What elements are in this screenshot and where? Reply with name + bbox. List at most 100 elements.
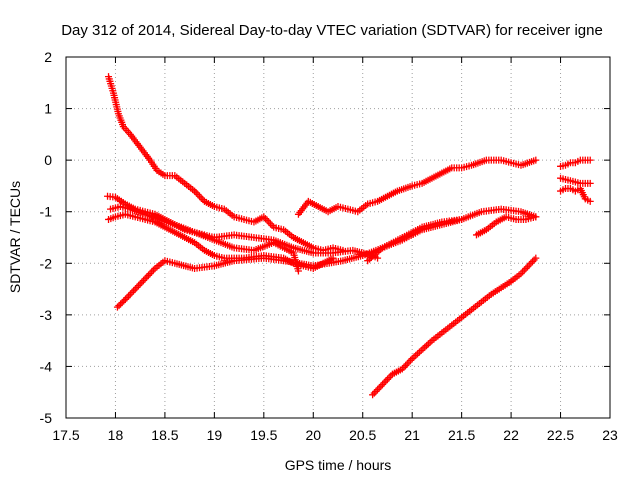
data-point	[126, 290, 134, 298]
y-tick-label: -3	[40, 307, 53, 323]
data-point	[130, 287, 138, 295]
data-point	[139, 276, 147, 284]
y-axis-label: SDTVAR / TECUs	[7, 181, 23, 293]
data-point	[527, 259, 535, 267]
series-track-9	[369, 254, 540, 399]
x-tick-label: 20	[305, 427, 321, 443]
x-tick-label: 18.5	[151, 427, 178, 443]
y-tick-label: -2	[40, 255, 53, 271]
data-point	[143, 273, 151, 281]
data-point	[261, 215, 269, 223]
data-point	[125, 292, 133, 300]
data-point	[524, 263, 532, 271]
series-track-12	[557, 185, 594, 205]
data-point	[266, 220, 274, 228]
data-point	[522, 264, 530, 272]
data-point	[532, 254, 540, 262]
x-tick-label: 23	[602, 427, 618, 443]
data-point	[426, 338, 434, 346]
data-point	[117, 300, 125, 308]
data-point	[197, 194, 205, 202]
data-point	[408, 355, 416, 363]
series-track-2	[104, 192, 382, 262]
data-point	[403, 360, 411, 368]
data-point	[196, 192, 204, 200]
x-tick-label: 19.5	[250, 427, 277, 443]
data-point	[113, 303, 121, 311]
grid-layer	[66, 57, 610, 418]
data-point	[369, 391, 377, 399]
chart-title: Day 312 of 2014, Sidereal Day-to-day VTE…	[61, 22, 603, 39]
data-point	[458, 215, 466, 223]
data-point	[405, 358, 413, 366]
data-point	[383, 375, 391, 383]
series-track-10	[557, 156, 594, 170]
data-point	[402, 362, 410, 370]
data-point	[138, 278, 146, 286]
data-point	[410, 353, 418, 361]
data-point	[131, 285, 139, 293]
x-tick-label: 22.5	[547, 427, 574, 443]
series-track-1	[105, 73, 347, 254]
y-tick-label: 1	[44, 101, 52, 117]
data-point	[329, 254, 337, 262]
data-point	[128, 289, 136, 297]
x-tick-label: 21.5	[448, 427, 475, 443]
data-point	[532, 156, 540, 164]
y-tick-label: -5	[40, 410, 53, 426]
data-point	[412, 351, 420, 359]
y-tick-label: -1	[40, 204, 53, 220]
data-point	[141, 275, 149, 283]
data-point	[192, 189, 200, 197]
data-point	[415, 348, 423, 356]
x-tick-label: 19	[207, 427, 223, 443]
x-tick-label: 20.5	[349, 427, 376, 443]
y-tick-label: 2	[44, 49, 52, 65]
y-tick-label: -4	[40, 358, 53, 374]
data-point	[120, 297, 128, 305]
data-point	[419, 345, 427, 353]
data-point	[417, 346, 425, 354]
x-tick-label: 21	[404, 427, 420, 443]
tick-layer: 17.5 18 18.5 19 19.5 20 20.5 21 21.5 22 22.5 23-5-4…	[40, 49, 618, 443]
data-point	[294, 267, 302, 275]
data-point	[372, 387, 380, 395]
data-point	[529, 258, 537, 266]
data-point	[525, 261, 533, 269]
data-point	[146, 270, 154, 278]
series-track-4	[107, 203, 302, 275]
x-tick-label: 18	[108, 427, 124, 443]
data-point	[374, 386, 382, 394]
data-point	[382, 377, 390, 385]
data-point	[530, 256, 538, 264]
series-track-11	[557, 174, 594, 187]
data-layer	[104, 73, 594, 399]
data-point	[377, 382, 385, 390]
data-point	[133, 283, 141, 291]
data-point	[265, 218, 273, 226]
data-point	[370, 389, 378, 397]
data-point	[532, 213, 540, 221]
data-point	[407, 356, 415, 364]
x-tick-label: 22	[503, 427, 519, 443]
data-point	[586, 197, 594, 205]
data-point	[380, 379, 388, 387]
data-point	[118, 298, 126, 306]
data-point	[586, 156, 594, 164]
data-point	[586, 179, 594, 187]
data-point	[115, 302, 123, 310]
plot-frame	[65, 56, 611, 419]
data-point	[148, 268, 156, 276]
data-point	[379, 380, 387, 388]
series-track-6	[294, 156, 540, 218]
y-tick-label: 0	[44, 152, 52, 168]
data-point	[424, 340, 432, 348]
series-track-7	[364, 215, 466, 265]
data-point	[375, 384, 383, 392]
x-axis-label: GPS time / hours	[285, 457, 392, 473]
data-point	[385, 374, 393, 382]
data-point	[520, 266, 528, 274]
data-point	[149, 266, 157, 274]
data-point	[123, 294, 131, 302]
